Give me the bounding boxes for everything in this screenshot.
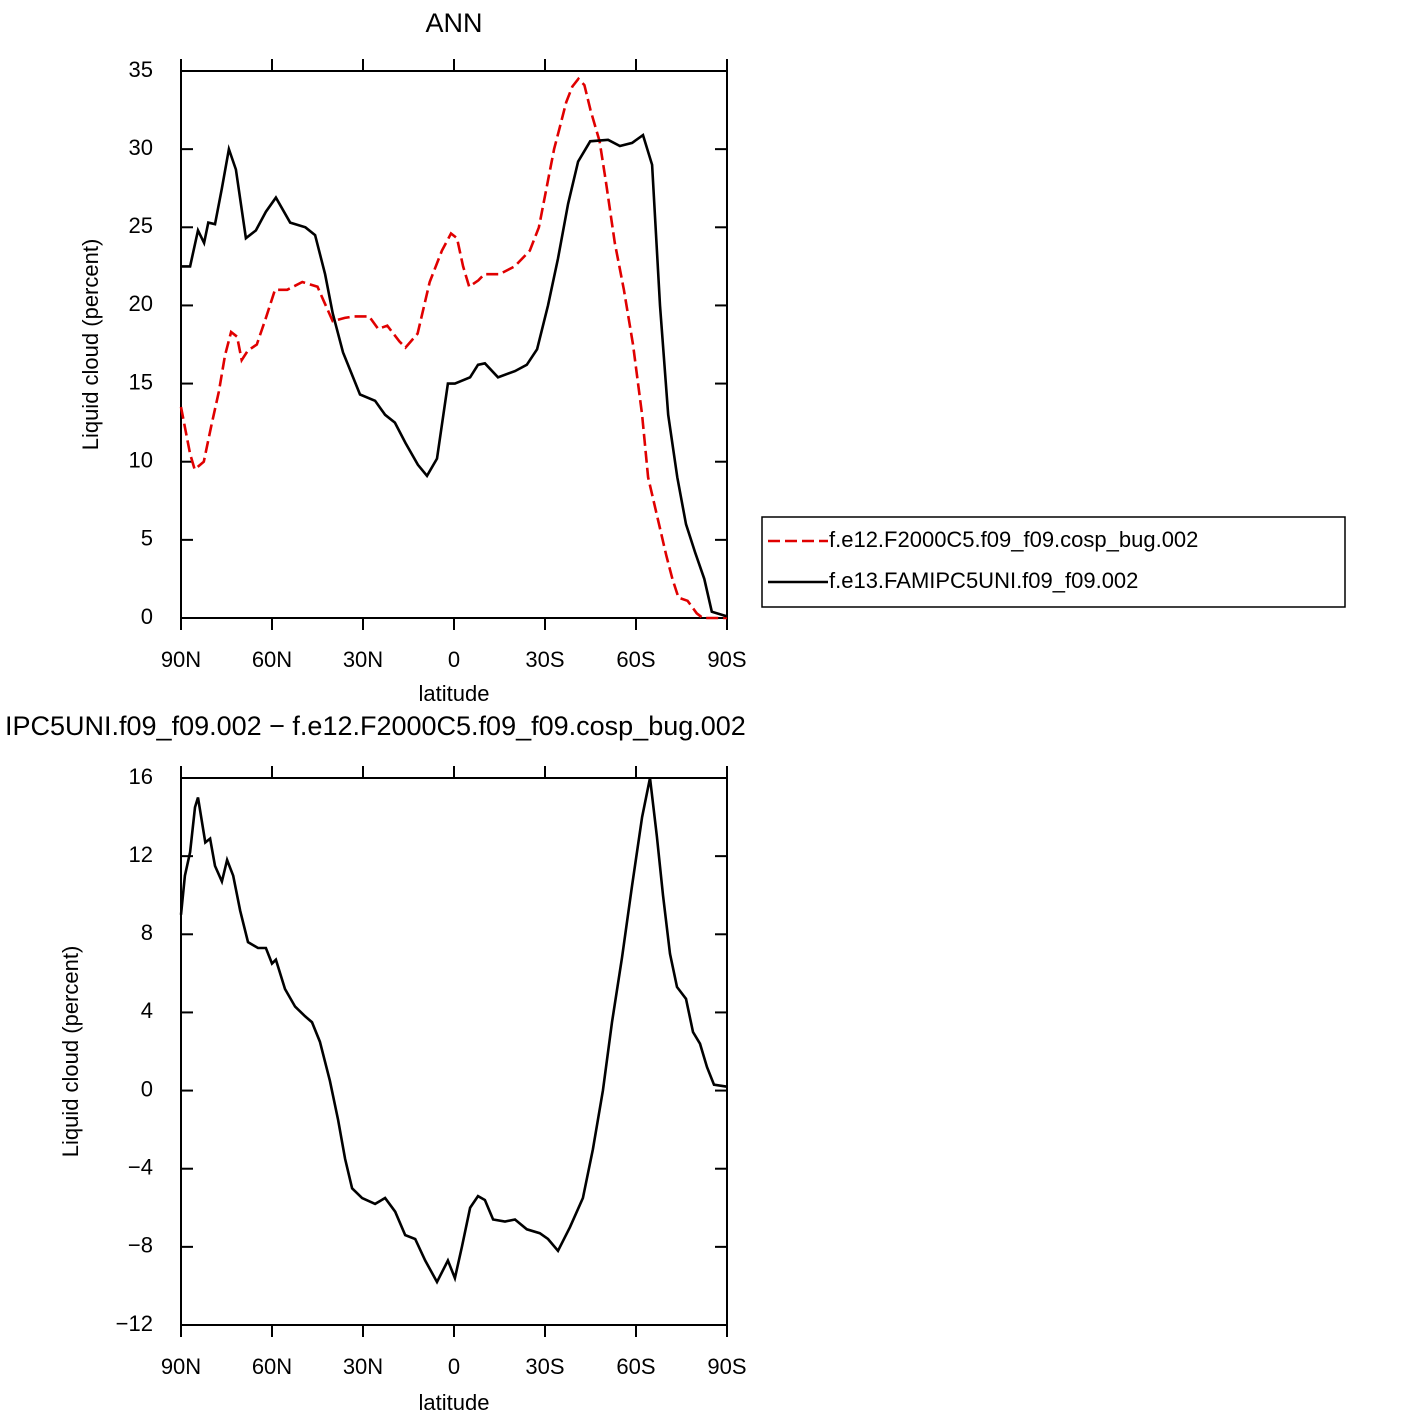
x-tick-label: 60N [252, 647, 292, 672]
x-tick-label: 30S [525, 647, 564, 672]
y-tick-label: 10 [129, 448, 153, 473]
y-tick-label: −8 [128, 1233, 153, 1258]
x-tick-label: 60S [616, 647, 655, 672]
x-tick-label: 90S [707, 647, 746, 672]
y-tick-label: 0 [141, 604, 153, 629]
y-tick-label: −12 [116, 1311, 153, 1336]
x-axis-label: latitude [419, 681, 490, 706]
y-tick-label: 30 [129, 135, 153, 160]
y-tick-label: 8 [141, 920, 153, 945]
series-line [179, 76, 727, 620]
x-tick-label: 60S [616, 1354, 655, 1379]
chart-title: IPC5UNI.f09_f09.002 − f.e12.F2000C5.f09_… [5, 711, 746, 741]
legend-label: f.e12.F2000C5.f09_f09.cosp_bug.002 [829, 527, 1198, 552]
y-tick-label: 5 [141, 526, 153, 551]
legend-label: f.e13.FAMIPC5UNI.f09_f09.002 [829, 568, 1138, 593]
y-tick-label: 25 [129, 213, 153, 238]
x-tick-label: 0 [448, 1354, 460, 1379]
x-tick-label: 0 [448, 647, 460, 672]
x-axis-label: latitude [419, 1390, 490, 1415]
y-tick-label: 16 [129, 764, 153, 789]
y-tick-label: −4 [128, 1155, 153, 1180]
series-line [181, 132, 728, 618]
x-tick-label: 90N [161, 647, 201, 672]
x-tick-label: 30S [525, 1354, 564, 1379]
y-tick-label: 20 [129, 291, 153, 316]
y-axis-label: Liquid cloud (percent) [58, 946, 83, 1158]
plot-frame [180, 777, 728, 1326]
y-tick-label: 4 [141, 998, 153, 1023]
chart-title: ANN [425, 8, 482, 38]
x-tick-label: 60N [252, 1354, 292, 1379]
x-tick-label: 30N [343, 1354, 383, 1379]
legend-box [761, 516, 1346, 608]
y-tick-label: 12 [129, 842, 153, 867]
plot-frame [180, 70, 728, 619]
series-line [179, 777, 728, 1285]
y-tick-label: 15 [129, 369, 153, 394]
x-tick-label: 30N [343, 647, 383, 672]
x-tick-label: 90S [707, 1354, 746, 1379]
y-tick-label: 35 [129, 57, 153, 82]
y-axis-label: Liquid cloud (percent) [78, 239, 103, 451]
x-tick-label: 90N [161, 1354, 201, 1379]
y-tick-label: 0 [141, 1076, 153, 1101]
